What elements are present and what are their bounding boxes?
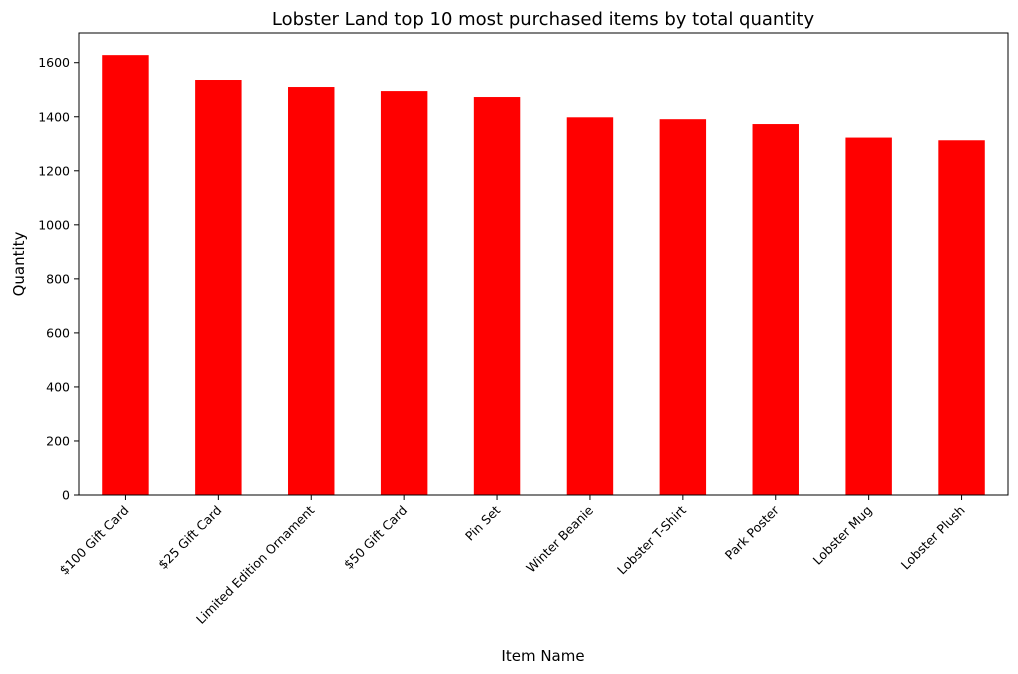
- x-tick-label: Pin Set: [462, 502, 503, 543]
- bars-group: [102, 55, 985, 496]
- bar-8: [752, 124, 799, 495]
- y-tick-label: 0: [62, 488, 70, 503]
- x-tick-label: Lobster Mug: [810, 503, 875, 568]
- x-tick-label: Lobster Plush: [898, 503, 968, 573]
- x-tick-label: Winter Beanie: [523, 502, 596, 575]
- chart-title: Lobster Land top 10 most purchased items…: [272, 9, 815, 30]
- bar-6: [566, 117, 614, 495]
- x-tick-label: $100 Gift Card: [56, 503, 131, 578]
- bar-1: [102, 55, 149, 495]
- bar-4: [380, 91, 428, 496]
- y-tick-label: 400: [46, 379, 70, 394]
- x-axis-label: Item Name: [501, 647, 584, 665]
- y-tick-label: 200: [46, 433, 70, 448]
- bar-7: [659, 119, 707, 495]
- y-tick-label: 1400: [38, 109, 70, 124]
- bar-2: [195, 80, 242, 495]
- bar-3: [288, 87, 335, 495]
- y-tick-label: 1000: [38, 217, 70, 232]
- y-axis-ticks: 0 200 400 600 800 1000 1200 1400 1600: [38, 55, 79, 503]
- y-tick-label: 800: [46, 271, 70, 286]
- bar-5: [473, 97, 521, 495]
- y-tick-label: 1600: [38, 55, 70, 70]
- bar-10: [938, 140, 985, 495]
- x-tick-label: $25 Gift Card: [155, 503, 225, 573]
- y-axis-label: Quantity: [10, 231, 28, 296]
- y-tick-label: 1200: [38, 163, 70, 178]
- plot-frame: [78, 32, 1009, 496]
- bar-9: [845, 137, 892, 495]
- x-tick-label: Park Poster: [722, 502, 783, 563]
- y-tick-label: 600: [46, 325, 70, 340]
- x-tick-label: Lobster T-Shirt: [614, 502, 689, 577]
- x-tick-label: $50 Gift Card: [341, 503, 411, 573]
